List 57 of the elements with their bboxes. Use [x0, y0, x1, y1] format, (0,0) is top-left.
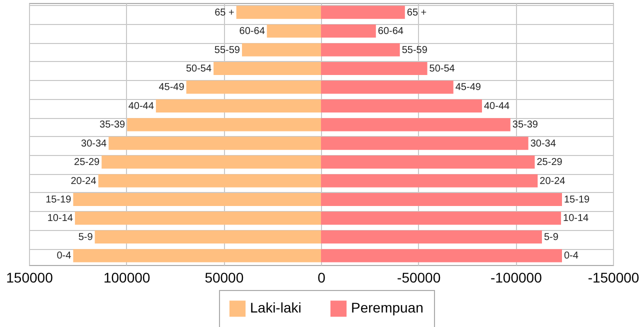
bar	[98, 174, 321, 188]
x-tick-label: 50000	[204, 270, 244, 286]
bar	[321, 249, 562, 262]
bar	[127, 118, 321, 132]
category-label: 50-54	[429, 64, 455, 74]
x-tick-label: -100000	[490, 270, 542, 286]
bar	[321, 174, 538, 188]
category-label: 0-4	[564, 250, 578, 262]
x-tick-label: -150000	[588, 270, 640, 286]
y-tick-label: 5-9	[78, 232, 94, 243]
bar	[321, 212, 562, 225]
category-label: 60-64	[378, 26, 404, 38]
bar	[321, 24, 376, 38]
bar	[214, 62, 321, 76]
y-tick-label: 25-29	[74, 157, 100, 168]
category-label: 40-44	[484, 100, 510, 112]
category-label: 45-49	[455, 82, 481, 94]
bar	[74, 212, 321, 225]
bar	[236, 6, 321, 19]
category-label: 25-29	[536, 157, 562, 168]
x-tick-label: 150000	[6, 270, 54, 286]
category-label: 35-39	[512, 120, 538, 131]
legend-label: Laki-laki	[250, 300, 302, 316]
category-label: 55-59	[402, 44, 428, 56]
legend-label: Perempuan	[351, 300, 424, 316]
category-label: 5-9	[544, 232, 558, 243]
bar	[321, 80, 454, 94]
x-tick-label: 0	[318, 270, 326, 286]
bar	[94, 230, 321, 244]
y-tick-label: 15-19	[46, 194, 72, 206]
category-label: 20-24	[540, 176, 566, 187]
bar	[102, 156, 321, 169]
bar	[156, 99, 321, 112]
bar	[73, 192, 321, 206]
category-label: 30-34	[530, 138, 556, 150]
bar	[242, 43, 321, 56]
bar	[321, 136, 528, 150]
bar	[321, 6, 405, 19]
x-tick-label: -50000	[397, 270, 441, 286]
bar	[321, 230, 542, 244]
bar	[321, 99, 482, 112]
category-label: 10-14	[563, 213, 589, 224]
y-tick-label: 20-24	[70, 176, 97, 187]
bar	[108, 136, 321, 150]
bar	[321, 192, 562, 206]
bar	[321, 43, 400, 56]
y-tick-label: 10-14	[47, 213, 74, 224]
bar	[73, 249, 321, 262]
bar	[321, 156, 535, 169]
bar	[186, 80, 321, 94]
category-label: 65 +	[406, 7, 427, 18]
category-label: 15-19	[564, 194, 590, 206]
x-tick-label: 100000	[103, 270, 150, 286]
y-tick-label: 0-4	[56, 250, 72, 262]
bar	[321, 62, 428, 76]
bar	[321, 118, 510, 132]
bar	[266, 24, 321, 38]
